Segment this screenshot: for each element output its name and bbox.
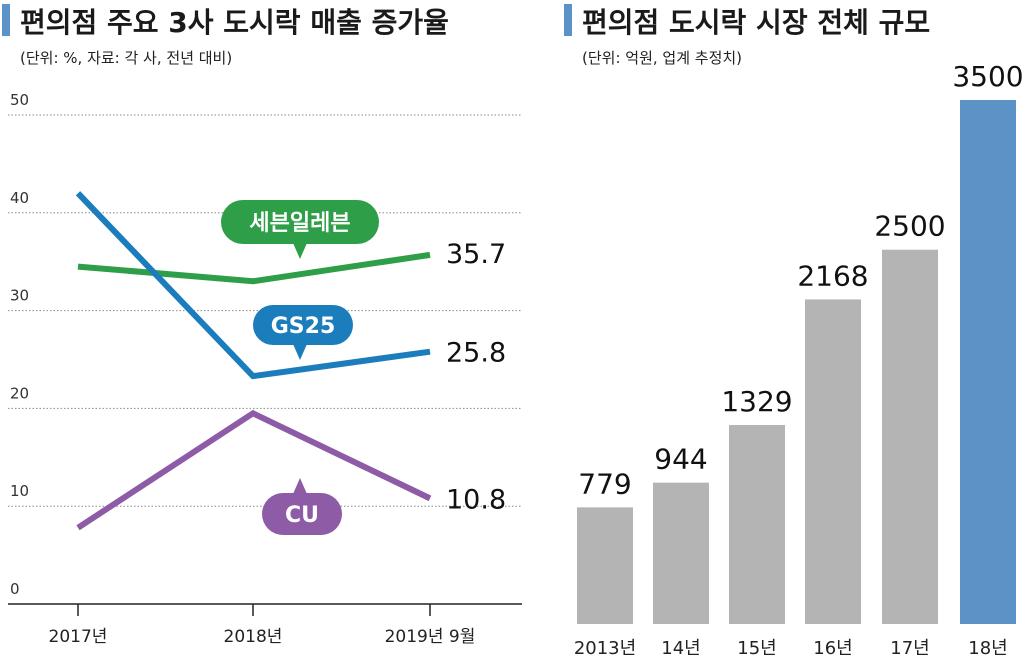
legend-label: GS25 — [271, 314, 336, 339]
bar-category-label: 18년 — [968, 638, 1007, 659]
x-tick-label: 2018년 — [224, 627, 283, 647]
bar-category-label: 17년 — [890, 638, 929, 659]
y-tick-label: 20 — [10, 384, 29, 402]
series-end-value: 35.7 — [446, 239, 506, 270]
legend-label: CU — [285, 503, 319, 528]
bar-chart-subtitle: (단위: 억원, 업계 추정치) — [582, 49, 742, 67]
line-chart-subtitle: (단위: %, 자료: 각 사, 전년 대비) — [20, 49, 232, 67]
bar — [882, 249, 938, 624]
y-tick-label: 30 — [10, 287, 29, 305]
legend-bubble — [262, 493, 342, 535]
bar-value-label: 2168 — [797, 259, 868, 292]
bar-chart-title: 편의점 도시락 시장 전체 규모 — [582, 6, 930, 39]
legend-bubble — [221, 200, 379, 244]
y-tick-label: 50 — [10, 91, 29, 109]
bar-category-label: 16년 — [813, 638, 852, 659]
bar-category-label: 2013년 — [574, 638, 636, 659]
bar-category-label: 15년 — [737, 638, 776, 659]
line-chart: 50 40 30 20 10 0 2017년 2018년 2019년 9월 35.7 25.8 10.… — [8, 91, 522, 647]
series-end-value: 25.8 — [446, 338, 506, 369]
bar-value-label: 1329 — [721, 385, 792, 418]
y-tick-label: 40 — [10, 189, 29, 207]
right-title-accent-bar — [564, 4, 572, 36]
line-chart-title: 편의점 주요 3사 도시락 매출 증가율 — [20, 6, 449, 39]
legend-bubble-pointer — [293, 344, 307, 360]
series-end-value: 10.8 — [446, 484, 506, 515]
series-line-1 — [77, 251, 431, 285]
y-tick-label: 10 — [10, 482, 29, 500]
bar-value-label: 2500 — [874, 210, 945, 243]
bar — [653, 482, 709, 624]
bar — [960, 100, 1016, 624]
series-line-2 — [75, 191, 431, 380]
series-line-3 — [76, 409, 432, 531]
bar-category-label: 14년 — [661, 638, 700, 659]
x-tick-label: 2019년 9월 — [385, 627, 476, 647]
bar-value-label: 3500 — [952, 60, 1023, 93]
bar — [577, 507, 633, 624]
bar — [805, 299, 861, 624]
legend-bubble — [253, 305, 353, 345]
bar — [729, 425, 785, 624]
left-title-accent-bar — [2, 4, 10, 36]
bar-value-label: 944 — [654, 443, 707, 476]
x-tick-label: 2017년 — [49, 627, 108, 647]
legend-bubble-pointer — [293, 243, 307, 259]
legend-bubble-pointer — [293, 478, 307, 494]
legend-label: 세븐일레븐 — [249, 211, 350, 236]
y-tick-label: 0 — [10, 580, 20, 598]
bar-chart: 779 2013년 944 14년 1329 15년 2168 16년 2500 17년 3500 1… — [574, 60, 1024, 659]
bar-value-label: 779 — [578, 467, 631, 500]
